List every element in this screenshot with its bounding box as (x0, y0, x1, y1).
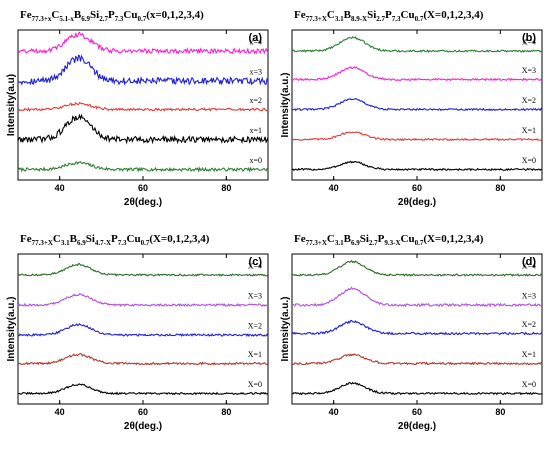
series-label: X=4 (248, 262, 262, 271)
series-label: x=2 (249, 96, 262, 105)
x-axis-title: 2θ(deg.) (124, 197, 162, 208)
series-label: X=0 (522, 380, 536, 389)
series-label: x=1 (249, 126, 262, 135)
series-line (291, 35, 543, 53)
series-line (17, 322, 269, 338)
x-axis-title: 2θ(deg.) (124, 421, 162, 432)
series-label: X=3 (522, 66, 536, 75)
y-axis-title: Intensity(a.u.) (280, 72, 291, 137)
x-tick-label: 40 (55, 183, 65, 193)
panel-label: (b) (522, 32, 536, 44)
series-label: X=1 (248, 350, 262, 359)
x-tick-label: 40 (55, 407, 65, 417)
series-line (17, 54, 269, 86)
x-tick-label: 80 (495, 183, 505, 193)
chart-title: Fe77.3+XC3.1B8.9-XSi2.7P7.3Cu0.7(X=0,1,2… (294, 9, 484, 23)
series-label: X=2 (522, 96, 536, 105)
series-label: X=4 (522, 262, 536, 271)
series-label: X=1 (522, 126, 536, 135)
x-tick-label: 80 (221, 183, 231, 193)
series-line (17, 113, 269, 145)
series-line (17, 293, 268, 308)
panel-a: Fe77.3+xC5.1-xB6.9Si2.7P7.3Cu0.7(x=0,1,2… (6, 9, 269, 208)
series-label: X=3 (248, 292, 262, 301)
panel-label: (d) (522, 256, 536, 268)
x-tick-label: 80 (221, 407, 231, 417)
series-line (17, 101, 269, 112)
x-tick-label: 80 (495, 407, 505, 417)
series-label: X=1 (522, 350, 536, 359)
series-label: x=0 (249, 156, 262, 165)
panel-label: (c) (249, 256, 263, 268)
plot-frame (17, 253, 269, 405)
chart-title: Fe77.3+XC3.1B6.9Si4.7-XP7.3Cu0.7(X=0,1,2… (20, 233, 210, 247)
x-axis-title: 2θ(deg.) (398, 197, 436, 208)
series-line (291, 160, 543, 172)
series-line (291, 131, 543, 142)
series-line (291, 259, 543, 277)
series-line (292, 381, 543, 396)
series-label: X=3 (522, 292, 536, 301)
series-label: X=0 (248, 380, 262, 389)
series-line (291, 286, 543, 308)
series-line (17, 161, 269, 173)
series-line (17, 31, 269, 55)
y-axis-title: Intensity(a.u.) (280, 296, 291, 361)
series-line (291, 319, 543, 336)
series-line (17, 263, 269, 277)
chart-title: Fe77.3+xC5.1-xB6.9Si2.7P7.3Cu0.7(x=0,1,2… (20, 9, 204, 23)
series-label: x=4 (249, 38, 262, 47)
series-line (291, 353, 543, 366)
series-line (291, 66, 543, 82)
plot-frame (291, 29, 543, 181)
series-line (18, 353, 269, 366)
series-label: X=4 (522, 38, 536, 47)
panel-c: Fe77.3+XC3.1B6.9Si4.7-XP7.3Cu0.7(X=0,1,2… (6, 233, 269, 432)
x-tick-label: 60 (138, 407, 148, 417)
series-label: X=2 (522, 320, 536, 329)
x-tick-label: 40 (329, 183, 339, 193)
x-tick-label: 60 (412, 407, 422, 417)
series-line (291, 98, 543, 112)
x-tick-label: 60 (138, 183, 148, 193)
y-axis-title: Intensity(a.u) (6, 74, 17, 136)
panel-label: (a) (249, 32, 263, 44)
chart-title: Fe77.3+XC3.1B6.9Si2.7P9.3-XCu0.7(X=0,1,2… (294, 233, 484, 247)
x-tick-label: 60 (412, 183, 422, 193)
x-axis-title: 2θ(deg.) (398, 421, 436, 432)
panel-d: Fe77.3+XC3.1B6.9Si2.7P9.3-XCu0.7(X=0,1,2… (280, 233, 543, 432)
x-tick-label: 40 (329, 407, 339, 417)
series-label: X=2 (248, 322, 262, 331)
series-line (17, 383, 269, 396)
y-axis-title: Intensity(a.u.) (6, 296, 17, 361)
series-label: X=0 (522, 156, 536, 165)
panel-b: Fe77.3+XC3.1B8.9-XSi2.7P7.3Cu0.7(X=0,1,2… (280, 9, 543, 208)
series-label: x=3 (249, 68, 262, 77)
